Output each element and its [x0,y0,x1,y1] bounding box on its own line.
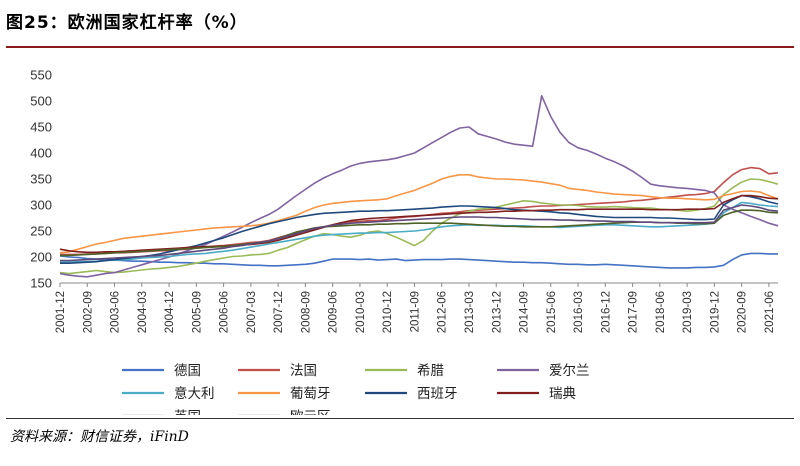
legend-label-7: 瑞典 [549,386,576,402]
x-tick-label: 2018-06 [655,291,667,333]
x-tick-label: 2001-12 [55,291,67,333]
source-divider [6,418,794,419]
x-tick-label: 2005-09 [191,291,203,333]
y-tick-label: 250 [30,224,52,239]
x-tick-label: 2002-09 [82,291,94,333]
figure-title: 图25：欧洲国家杠杆率（%） [6,13,248,33]
x-tick-label: 2019-12 [709,291,721,333]
y-axis: 150 200 250 300 350 400 450 500 550 [30,68,52,291]
x-tick-label: 2015-06 [546,291,558,333]
x-tick-label: 2019-03 [682,291,694,333]
x-tick-label: 2011-09 [409,291,421,332]
x-tick-label: 2016-12 [600,291,612,333]
y-tick-label: 400 [30,146,52,161]
y-tick-label: 450 [30,120,52,135]
x-tick-label: 2006-06 [219,291,231,333]
y-tick-label: 150 [30,276,52,291]
legend-label-1: 法国 [290,363,317,379]
legend-label-8: 英国 [174,408,201,415]
x-tick-label: 2007-03 [246,291,258,333]
x-tick-label: 2020-09 [737,291,749,333]
x-tick-label: 2004-12 [164,291,176,333]
x-tick-label: 2003-06 [110,291,122,333]
y-tick-label: 500 [30,94,52,109]
legend-label-2: 希腊 [417,363,444,379]
source-note: 资料来源：财信证券，iFinD [10,429,189,445]
series-line-4 [60,201,779,263]
title-divider [6,46,794,48]
x-tick-label: 2014-09 [519,291,531,333]
legend-label-9: 欧元区 [290,409,331,415]
y-tick-label: 300 [30,198,52,213]
x-tick-label: 2016-03 [573,291,585,333]
x-tick-label: 2012-06 [437,291,449,333]
x-tick-label: 2017-09 [628,291,640,333]
legend-label-3: 爱尔兰 [549,363,590,379]
y-tick-label: 200 [30,250,52,265]
plot-lines [59,94,779,278]
y-tick-label: 550 [30,68,52,83]
legend-label-0: 德国 [174,363,201,379]
legend-label-4: 意大利 [174,385,215,402]
legend-label-5: 葡萄牙 [290,386,331,402]
y-tick-label: 350 [30,172,52,187]
series-line-0 [59,252,778,269]
legend-label-6: 西班牙 [417,386,458,402]
x-tick-label: 2008-09 [300,291,312,333]
x-tick-label: 2004-03 [137,291,149,333]
x-tick-label: 2013-12 [491,291,503,333]
x-tick-label: 2010-12 [382,291,394,333]
x-tick-label: 2021-06 [764,291,776,333]
x-tick-label: 2013-03 [464,291,476,333]
series-line-6 [60,194,779,264]
series-line-9 [60,204,779,262]
series-line-1 [60,166,779,256]
x-tick-label: 2010-03 [355,291,367,333]
x-tick-label: 2009-06 [328,291,340,333]
series-line-5 [59,174,779,254]
x-tick-label: 2007-12 [273,291,285,333]
line-chart: 150 200 250 300 350 400 450 500 550 2001-12 2002-… [30,68,779,415]
x-axis: 2001-12 2002-09 2003-06 2004-03 2004-12 2005-… [55,282,778,333]
series-line-7 [59,194,779,254]
